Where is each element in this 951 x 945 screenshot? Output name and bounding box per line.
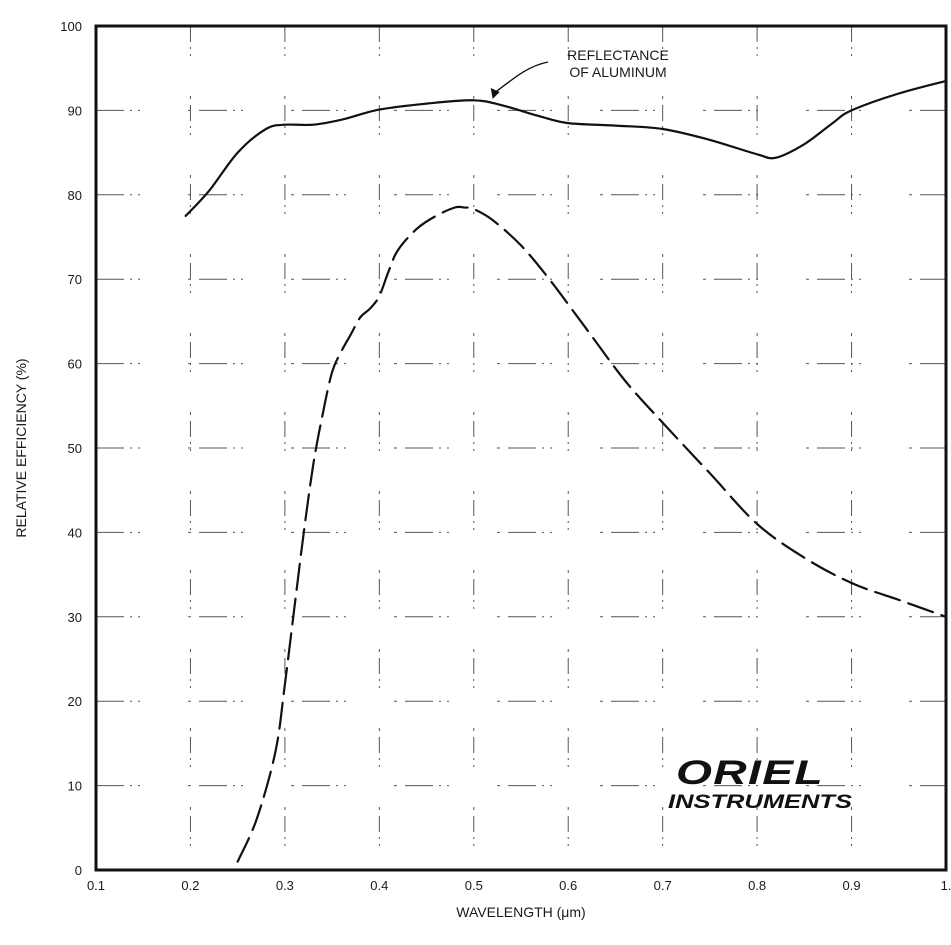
x-tick-label: 0.3	[276, 878, 294, 893]
y-tick-label: 0	[75, 863, 82, 878]
y-tick-label: 30	[68, 610, 82, 625]
y-tick-label: 80	[68, 188, 82, 203]
annotation-line-2: OF ALUMINUM	[569, 64, 666, 80]
tick-group: 0.1 0.2 0.3 0.4 0.5 0.6 0.7 0.8 0.9 1. 0 10 20 30 40 50…	[60, 19, 951, 893]
x-tick-label: 0.5	[465, 878, 483, 893]
oriel-logo: ORIEL INSTRUMENTS	[668, 754, 852, 813]
x-tick-label: 0.6	[559, 878, 577, 893]
series-group	[184, 79, 948, 863]
y-axis-label: RELATIVE EFFICIENCY (%)	[13, 358, 29, 537]
annotation-arrow	[495, 61, 549, 93]
aluminum-reflectance-curve	[184, 79, 948, 217]
x-axis-label: WAVELENGTH (μm)	[456, 904, 585, 920]
y-tick-label: 40	[68, 525, 82, 540]
plot-frame	[94, 24, 948, 872]
annotation: REFLECTANCE OF ALUMINUM	[490, 47, 669, 99]
y-tick-label: 50	[68, 441, 82, 456]
y-tick-label: 10	[68, 779, 82, 794]
x-tick-label: 0.9	[843, 878, 861, 893]
y-tick-label: 60	[68, 357, 82, 372]
x-tick-label: 0.8	[748, 878, 766, 893]
y-tick-label: 100	[60, 19, 82, 34]
grid	[96, 26, 946, 870]
logo-wordmark: ORIEL	[676, 754, 824, 792]
x-tick-label: 0.1	[87, 878, 105, 893]
x-tick-label: 0.2	[181, 878, 199, 893]
x-tick-label: 0.4	[370, 878, 388, 893]
y-tick-label: 70	[68, 272, 82, 287]
x-tick-label: 0.7	[654, 878, 672, 893]
efficiency-curve	[236, 205, 948, 863]
annotation-line-1: REFLECTANCE	[567, 47, 669, 63]
logo-subtitle: INSTRUMENTS	[668, 792, 852, 813]
y-tick-label: 90	[68, 103, 82, 118]
y-tick-label: 20	[68, 694, 82, 709]
annotation-arrowhead	[490, 88, 500, 99]
x-tick-label: 1.	[941, 878, 951, 893]
